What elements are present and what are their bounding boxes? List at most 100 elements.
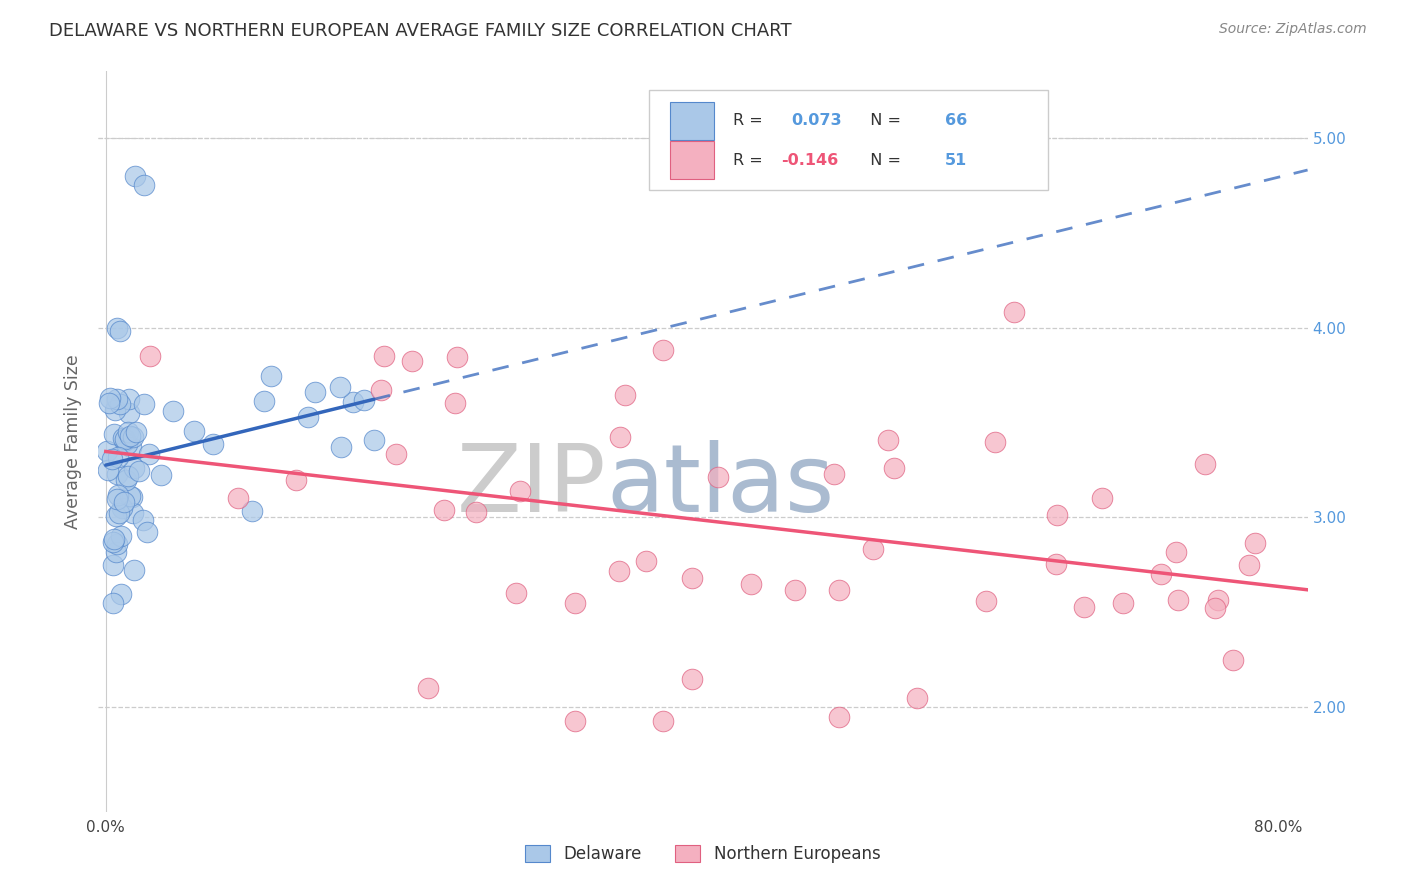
Point [353, 393, 375, 408]
Point [128, 464, 150, 478]
Bar [671, 102, 714, 140]
Point [1112, 596, 1135, 610]
Point [101, 452, 124, 467]
Point [1091, 491, 1114, 506]
Point [112, 494, 135, 508]
Point [97, 463, 120, 477]
Point [1206, 593, 1229, 607]
Point [122, 461, 145, 475]
Point [613, 388, 636, 402]
FancyBboxPatch shape [648, 90, 1047, 190]
Point [304, 384, 326, 399]
Point [876, 433, 898, 447]
Point [110, 397, 132, 411]
Point [1237, 558, 1260, 572]
Point [121, 490, 143, 504]
Point [107, 320, 129, 334]
Point [609, 429, 631, 443]
Point [118, 392, 141, 406]
Text: Source: ZipAtlas.com: Source: ZipAtlas.com [1219, 22, 1367, 37]
Point [98, 391, 121, 405]
Point [418, 681, 440, 696]
Point [118, 429, 141, 443]
Point [329, 380, 352, 394]
Point [370, 383, 392, 397]
Point [1046, 508, 1069, 523]
Text: 51: 51 [945, 153, 967, 168]
Point [108, 507, 131, 521]
Legend: Delaware, Northern Europeans: Delaware, Northern Europeans [519, 838, 887, 870]
Point [1150, 567, 1173, 582]
Point [103, 427, 125, 442]
Point [681, 571, 703, 585]
Point [107, 450, 129, 465]
Point [132, 513, 155, 527]
Point [132, 397, 155, 411]
Point [96, 443, 118, 458]
Text: 0.073: 0.073 [792, 113, 842, 128]
Point [862, 541, 884, 556]
Point [111, 431, 134, 445]
Point [285, 473, 308, 487]
Point [260, 368, 283, 383]
Point [114, 432, 136, 446]
Point [740, 577, 762, 591]
Point [150, 468, 173, 483]
Point [98, 396, 121, 410]
Point [132, 178, 155, 193]
Point [118, 406, 141, 420]
Point [112, 434, 135, 449]
Point [122, 506, 145, 520]
Point [509, 483, 531, 498]
Point [101, 558, 124, 572]
Point [363, 433, 385, 447]
Bar [671, 141, 714, 179]
Point [984, 435, 1007, 450]
Point [1222, 653, 1244, 667]
Point [226, 491, 249, 506]
Point [385, 447, 408, 461]
Point [1073, 599, 1095, 614]
Point [706, 470, 728, 484]
Point [105, 467, 128, 481]
Point [110, 529, 132, 543]
Point [240, 504, 263, 518]
Point [651, 343, 673, 358]
Point [117, 425, 139, 439]
Text: atlas: atlas [606, 440, 835, 532]
Point [110, 587, 132, 601]
Point [681, 672, 703, 686]
Point [103, 535, 125, 549]
Point [115, 437, 138, 451]
Point [297, 410, 319, 425]
Point [883, 460, 905, 475]
Text: 66: 66 [945, 113, 967, 128]
Point [1004, 305, 1026, 319]
Y-axis label: Average Family Size: Average Family Size [65, 354, 83, 529]
Point [107, 488, 129, 502]
Text: N =: N = [860, 113, 907, 128]
Point [115, 473, 138, 487]
Point [105, 492, 128, 507]
Point [651, 714, 673, 728]
Point [401, 353, 423, 368]
Point [827, 710, 849, 724]
Text: -0.146: -0.146 [782, 153, 839, 168]
Point [1167, 593, 1189, 607]
Point [104, 509, 127, 524]
Point [138, 349, 160, 363]
Point [373, 349, 395, 363]
Point [162, 404, 184, 418]
Point [183, 424, 205, 438]
Point [120, 489, 142, 503]
Point [433, 503, 456, 517]
Point [105, 392, 128, 406]
Point [124, 169, 146, 183]
Point [122, 563, 145, 577]
Point [330, 440, 353, 454]
Point [120, 440, 142, 454]
Point [564, 596, 586, 610]
Point [117, 469, 139, 483]
Point [446, 351, 468, 365]
Point [974, 594, 997, 608]
